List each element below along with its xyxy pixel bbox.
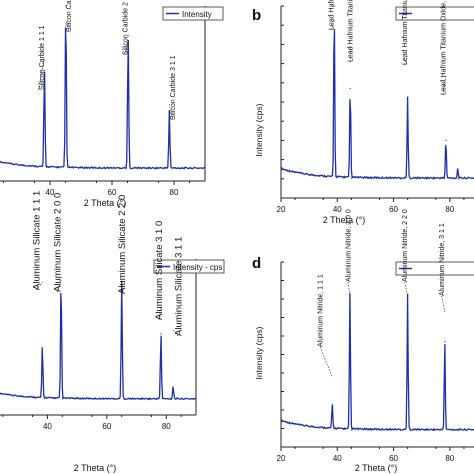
peak-label: Aluminum Nitride, 2 0 0 (345, 209, 352, 282)
x-tick-label: 60 (389, 205, 398, 214)
peak-point (444, 340, 446, 343)
panel-1: 40 60 80 2 Theta (°) Intensity Silicon Carbid… (0, 0, 224, 208)
x-axis-label: 2 Theta (°) (323, 215, 365, 225)
peak-label: Aluminum Nitride, 1 1 1 (318, 274, 325, 347)
peak-leader (38, 57, 45, 91)
peak-label: Aluminum Silicate 2 0 0 (52, 193, 63, 292)
peak-label: Aluminum Silicate 1 1 1 (32, 191, 43, 290)
peak-point (168, 110, 170, 112)
legend (395, 6, 474, 21)
peak-label: Silicon Carbide 2 2 0 (123, 0, 130, 55)
x-tick-label: 80 (445, 454, 454, 463)
panel-4: 20 40 60 80 2 Theta (°) Intensity (cps) d Alumi… (252, 209, 474, 473)
legend: Intensity - cps (153, 259, 225, 274)
peak-label: Aluminum Silicate 2 2 0 (117, 195, 128, 294)
panel-label: d (252, 255, 261, 272)
panel-2: 20 40 60 80 2 Theta (°) Intensity (cps) b Lead … (252, 0, 474, 225)
legend-box (153, 259, 225, 274)
peak-point (160, 333, 162, 335)
peak-point (121, 281, 123, 283)
legend: Intensity (162, 6, 224, 21)
x-axis-label: 2 Theta (°) (355, 463, 397, 473)
peak-label: Silicon Carbide 3 1 1 (170, 55, 177, 120)
x-tick-label: 20 (277, 454, 286, 463)
series-intensity (0, 27, 206, 170)
peak-label: Aluminum Silicate 3 1 0 (154, 221, 165, 320)
y-axis-label: Intensity (cps) (254, 326, 264, 379)
peak-point (331, 405, 333, 407)
x-axis-label: 2 Theta (°) (74, 463, 116, 473)
x-tick-label: 40 (333, 454, 342, 463)
peak-point (407, 97, 409, 99)
legend-box (395, 6, 474, 21)
x-axis-label: 2 Theta (°) (84, 198, 126, 208)
peak-label: Aluminum Nitride, 2 2 0 (402, 209, 409, 282)
peak-leader (56, 279, 62, 293)
peak-leader (124, 39, 129, 56)
series-intensity-cps (0, 281, 197, 401)
series-trace (280, 293, 474, 432)
legend (395, 261, 474, 276)
panel-3: 40 60 802 Theta (°)Intensity - cpsAluminum… (0, 191, 225, 473)
peak-leader (172, 329, 179, 337)
peak-label: Aluminum Silicate 3 1 1 (173, 237, 184, 336)
peak-leader (347, 281, 351, 297)
x-tick-label: 80 (170, 188, 179, 197)
peak-leader (65, 19, 70, 33)
peak-point (127, 35, 129, 37)
peak-point (43, 70, 46, 72)
peak-label: Lead Hafnium Titanium Oxide, 1 1 1 (329, 0, 336, 30)
y-axis-label: Intensity (cps) (254, 103, 264, 156)
peak-label: Lead Hafnium Titanium Oxide, 3 1 0 (440, 0, 447, 95)
x-tick-label: 80 (445, 205, 454, 214)
legend-entry: Intensity - cps (173, 263, 222, 272)
peak-label: Aluminum Nitride, 3 1 1 (439, 223, 446, 296)
x-tick-label: 80 (162, 422, 171, 431)
peak-point (445, 139, 447, 141)
x-tick-label: 40 (46, 188, 55, 197)
x-tick-label: 60 (102, 422, 111, 431)
x-tick-label: 40 (43, 422, 52, 431)
peak-point (65, 5, 67, 7)
x-tick-label: 20 (277, 205, 286, 214)
series-trace (280, 28, 474, 181)
peak-leader (442, 74, 447, 96)
peak-point (457, 168, 459, 170)
x-tick-label: 40 (333, 205, 342, 214)
peak-leader (404, 281, 408, 297)
peak-point (41, 347, 43, 349)
peak-label: Lead Hafnium Titanium Oxide, 2 2 0 (402, 0, 409, 65)
x-tick-label: 60 (108, 188, 117, 197)
legend-box (395, 261, 474, 276)
peak-point (349, 87, 351, 90)
x-tick-label: 60 (389, 454, 398, 463)
peak-label: Silicon Carbide 2 0 0 (66, 0, 73, 32)
legend-box (162, 6, 224, 21)
peak-label: Lead Hafnium Titanium Oxide, 2 0 0 (348, 0, 355, 62)
peak-point (333, 5, 335, 7)
peak-label: Silicon Carbide 1 1 1 (39, 25, 46, 90)
peak-point (60, 277, 62, 279)
legend-entry: Intensity (182, 10, 212, 19)
panel-label: b (252, 7, 261, 24)
peak-leader (319, 346, 333, 378)
peak-point (172, 386, 174, 388)
peak-leader (158, 307, 162, 321)
peak-leader (441, 295, 446, 313)
